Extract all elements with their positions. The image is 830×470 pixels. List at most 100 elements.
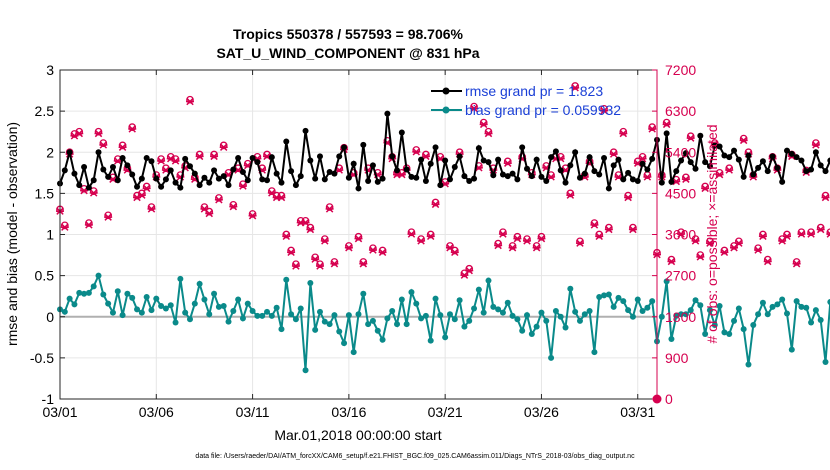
bias-point	[119, 312, 126, 319]
obs-possible-point	[412, 146, 421, 154]
obs-assimilated-point	[94, 129, 103, 138]
obs-assimilated-point	[99, 141, 108, 149]
y-tick-label: 1.5	[35, 185, 55, 201]
rmse-point	[374, 178, 381, 185]
bias-point	[297, 305, 304, 312]
rmse-point	[586, 154, 593, 161]
obs-assimilated-point	[763, 257, 772, 266]
obs-assimilated-point	[147, 205, 156, 213]
rmse-point	[134, 183, 141, 190]
bias-point	[201, 296, 208, 303]
bias-point	[321, 318, 328, 325]
rmse-point	[480, 157, 487, 164]
bias-point	[812, 307, 819, 314]
rmse-point	[779, 178, 786, 185]
obs-assimilated-point	[128, 125, 137, 133]
bias-point	[71, 301, 78, 308]
obs-assimilated-point	[754, 246, 763, 254]
bias-point	[678, 311, 685, 318]
bias-point	[254, 312, 261, 319]
bias-point	[514, 316, 521, 323]
obs-possible-point	[311, 253, 320, 262]
rmse-point	[273, 170, 280, 177]
obs-possible-point	[600, 104, 608, 113]
rmse-point	[114, 177, 121, 184]
bias-point	[581, 311, 588, 318]
rmse-point	[620, 176, 627, 183]
rmse-point	[432, 144, 439, 151]
rmse-point	[394, 167, 401, 174]
rmse-point	[576, 174, 583, 181]
bias-point	[783, 310, 790, 317]
y-axis-label-right: # of obs: o=possible; ×=assimilated	[704, 124, 720, 343]
rmse-bias-series	[57, 110, 830, 374]
obs-assimilated-point	[137, 191, 146, 199]
y-tick-label: 0	[46, 309, 54, 325]
rmse-point	[418, 156, 425, 163]
bias-point	[793, 298, 800, 305]
obs-possible-point	[619, 127, 628, 136]
rmse-point	[697, 132, 704, 139]
bias-point	[774, 301, 781, 308]
y-axis-label-left: rmse and bias (model - observation)	[4, 122, 20, 346]
rmse-point	[682, 150, 689, 157]
rmse-point	[76, 182, 83, 189]
rmse-point	[509, 170, 516, 177]
bias-point	[490, 303, 497, 310]
rmse-point	[812, 149, 819, 156]
obs-assimilated-point	[797, 230, 806, 238]
rmse-point	[186, 163, 193, 170]
obs-assimilated-point	[407, 230, 416, 238]
rmse-point	[350, 160, 357, 167]
rmse-point	[422, 178, 429, 185]
rmse-point	[326, 168, 333, 175]
bias-point	[692, 297, 699, 304]
rmse-point	[721, 152, 728, 159]
rmse-point	[162, 176, 169, 183]
obs-assimilated-point	[465, 266, 474, 275]
obs-assimilated-point	[210, 152, 219, 161]
obs-possible-point	[282, 230, 291, 239]
rmse-point	[369, 162, 376, 169]
rmse-point	[403, 166, 410, 173]
bias-point	[76, 289, 83, 296]
obs-possible-point	[503, 157, 512, 166]
bias-point	[466, 317, 473, 324]
rmse-point	[485, 159, 492, 166]
obs-possible-point	[701, 182, 709, 191]
obs-assimilated-point	[595, 232, 604, 241]
bias-point	[803, 304, 810, 311]
rmse-point	[288, 168, 295, 175]
rmse-point	[634, 178, 641, 185]
rmse-point	[109, 164, 116, 171]
bias-point	[292, 316, 299, 323]
obs-possible-point	[369, 244, 377, 253]
obs-assimilated-point	[619, 129, 628, 138]
bias-point	[755, 311, 762, 318]
bias-point	[341, 340, 348, 347]
obs-assimilated-point	[508, 244, 517, 252]
obs-assimilated-point	[412, 148, 421, 156]
rmse-point	[543, 178, 550, 185]
bias-point	[629, 313, 636, 320]
bias-point	[808, 319, 815, 326]
rmse-point	[264, 177, 271, 184]
rmse-point	[427, 160, 434, 167]
bias-point	[235, 296, 242, 303]
obs-assimilated-point	[604, 225, 613, 234]
bias-point	[268, 312, 275, 319]
obs-assimilated-point	[537, 234, 546, 243]
obs-possible-point	[754, 244, 762, 253]
rmse-point	[822, 168, 829, 175]
bias-point	[114, 288, 121, 295]
bias-point	[533, 323, 540, 330]
rmse-point	[302, 127, 309, 134]
bias-point	[687, 307, 694, 314]
bias-point	[576, 317, 583, 324]
obs-possible-point	[292, 260, 300, 269]
obs-possible-point	[446, 242, 454, 250]
bias-point	[283, 276, 290, 283]
obs-possible-point	[94, 127, 103, 136]
obs-possible-point	[248, 210, 257, 218]
rmse-point	[215, 175, 222, 182]
